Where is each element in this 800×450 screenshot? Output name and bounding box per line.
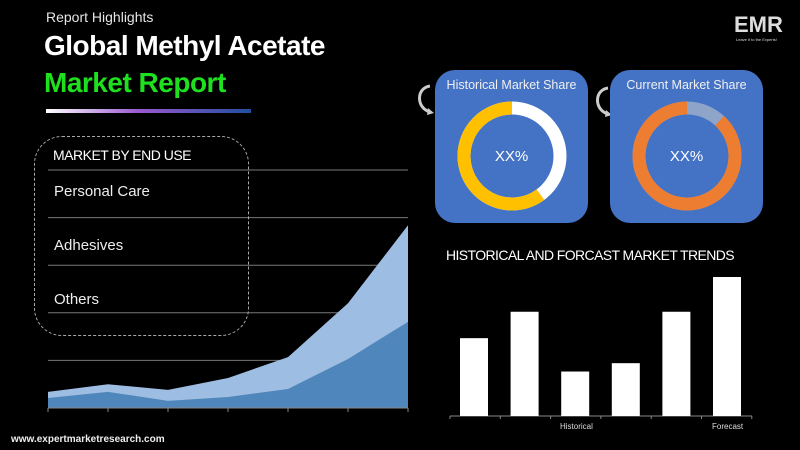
page-subtitle: Market Report <box>44 67 226 98</box>
title-underline <box>46 109 251 113</box>
bar <box>460 338 488 416</box>
bar <box>713 277 741 416</box>
segment-box <box>34 136 249 336</box>
footer-url[interactable]: www.expertmarketresearch.com <box>11 434 165 445</box>
donut-share <box>457 101 567 211</box>
bar-chart <box>449 277 753 419</box>
logo-tagline: Leave it to the Experts! <box>736 37 777 42</box>
bar <box>662 311 691 416</box>
bar <box>611 363 640 416</box>
x-label-forecast: Forecast <box>712 422 744 431</box>
arrow-icon <box>418 84 434 115</box>
card-value: XX% <box>494 148 529 165</box>
x-label-historical: Historical <box>560 422 593 431</box>
historical-share-card: Historical Market Share XX% <box>435 70 588 223</box>
card-value: XX% <box>669 148 704 165</box>
area-series <box>48 321 408 408</box>
emr-logo: EMR Leave it to the Experts! <box>726 8 786 48</box>
logo-text: EMR <box>734 12 783 37</box>
card-title: Current Market Share <box>626 78 747 92</box>
report-kicker: Report Highlights <box>46 9 154 25</box>
donut-chart <box>457 101 567 211</box>
current-share-card: Current Market Share XX% <box>610 70 763 223</box>
bar <box>510 311 539 416</box>
segment-item: Others <box>54 291 100 308</box>
trend-title: HISTORICAL AND FORCAST MARKET TRENDS <box>446 247 735 263</box>
segment-item: Adhesives <box>54 237 124 254</box>
area-series <box>48 225 408 408</box>
segment-title: MARKET BY END USE <box>53 147 192 163</box>
bar <box>561 371 590 416</box>
donut-chart <box>632 101 742 211</box>
segment-item: Personal Care <box>54 183 150 200</box>
page-title: Global Methyl Acetate <box>44 30 325 61</box>
card-title: Historical Market Share <box>446 78 577 92</box>
donut-share <box>632 101 742 211</box>
